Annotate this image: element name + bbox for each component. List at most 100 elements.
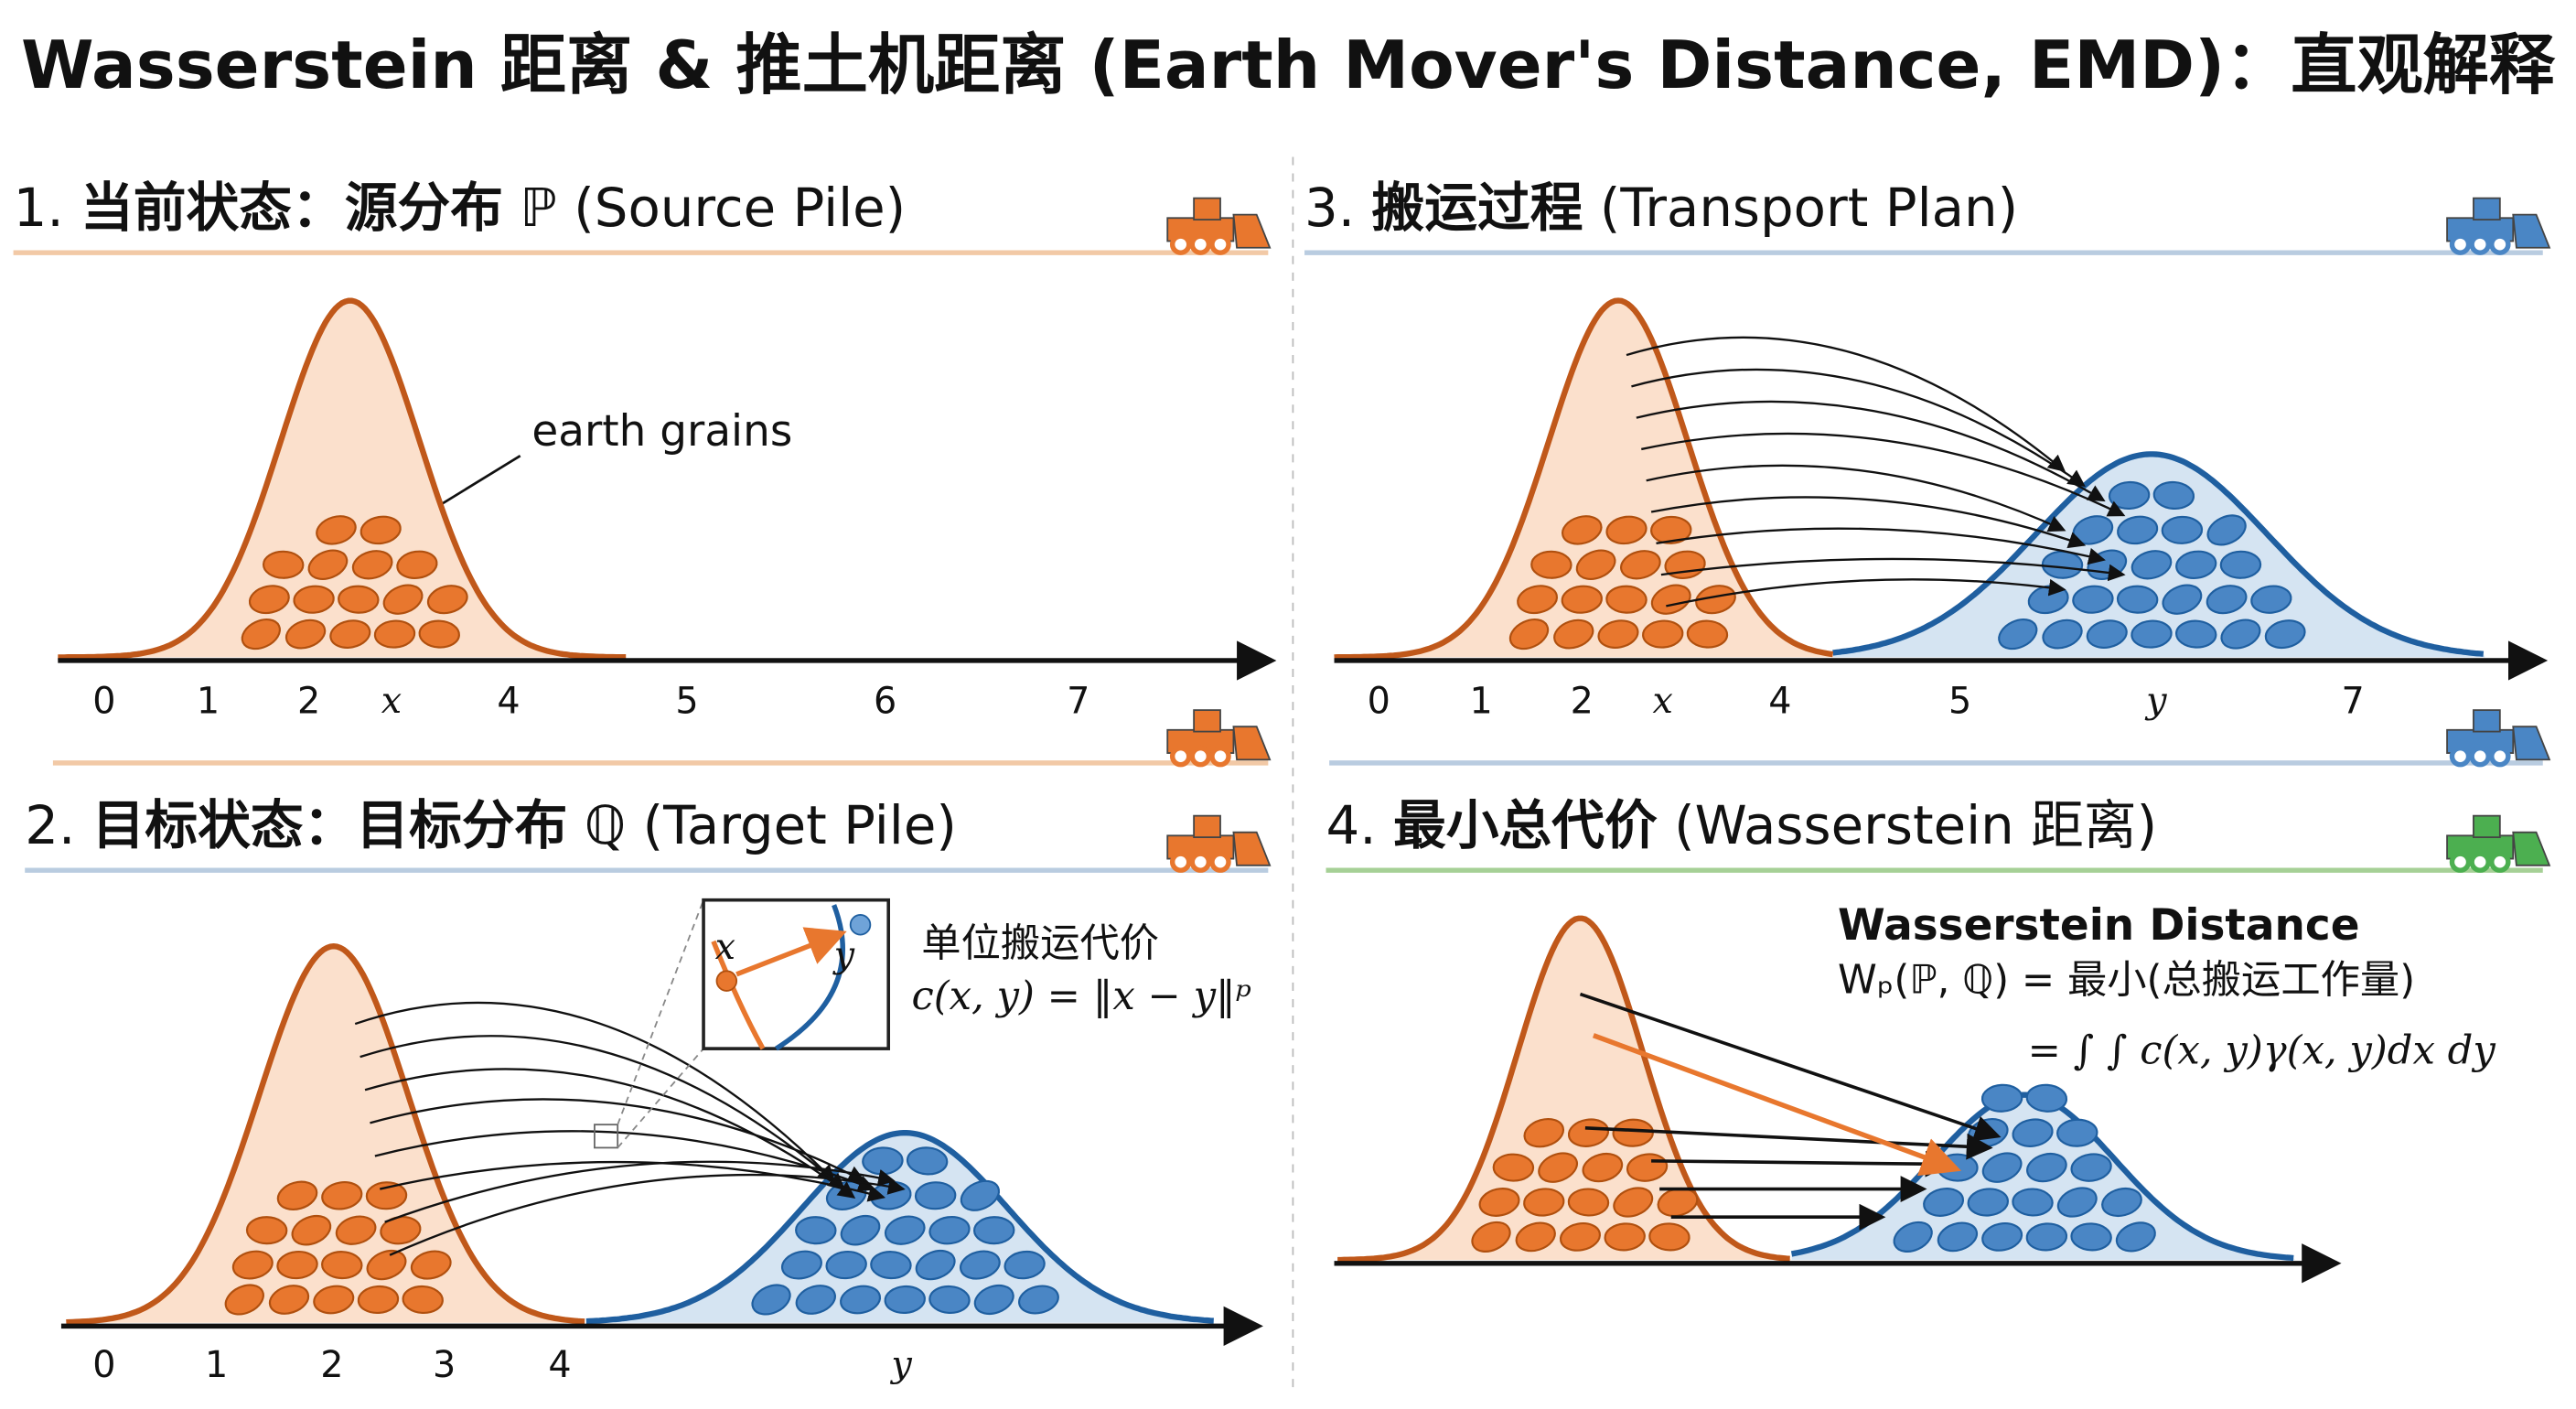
transport-arrow xyxy=(384,1160,896,1223)
grain xyxy=(426,585,468,615)
grain xyxy=(360,515,402,545)
bulldozer-icon xyxy=(1166,709,1272,768)
transport-arrow xyxy=(389,1173,906,1256)
axis-label: y xyxy=(2144,680,2167,722)
icon-part xyxy=(1189,233,1212,255)
grain xyxy=(1538,1152,1578,1183)
grain xyxy=(972,1216,1015,1245)
grain xyxy=(1650,584,1691,615)
grain xyxy=(231,1250,274,1280)
grain xyxy=(2012,1188,2054,1217)
grain xyxy=(2250,585,2292,614)
optimal-arrow xyxy=(1592,1033,1962,1177)
axis-label: 7 xyxy=(1067,680,1089,722)
icon-part xyxy=(1189,745,1212,768)
icon-part xyxy=(1193,197,1221,220)
grain xyxy=(2206,585,2248,615)
grain xyxy=(2174,619,2217,649)
grain xyxy=(1686,619,1729,649)
pile-curve xyxy=(58,297,627,661)
icon-part xyxy=(1193,814,1221,839)
grain xyxy=(2175,550,2217,579)
grain xyxy=(2012,1118,2054,1147)
axis-label: 0 xyxy=(92,680,115,722)
icon-part xyxy=(1169,851,1192,873)
grain xyxy=(1478,1188,1520,1217)
grain xyxy=(382,584,424,615)
grain xyxy=(1980,1083,2023,1113)
grain xyxy=(2116,585,2159,614)
pile-curve xyxy=(66,943,585,1326)
transport-arrow xyxy=(364,1068,856,1199)
grain xyxy=(293,585,335,614)
icon-part xyxy=(1193,709,1221,733)
grain xyxy=(321,1181,363,1210)
grain xyxy=(2219,550,2262,579)
grain xyxy=(1967,1188,2009,1217)
icon-part xyxy=(2489,851,2511,873)
grain xyxy=(284,618,327,650)
grain xyxy=(825,1250,867,1280)
transport-arrow xyxy=(354,1001,836,1183)
icon-part xyxy=(1232,831,1272,866)
grain xyxy=(248,585,290,615)
icon-part xyxy=(1232,726,1272,761)
grain xyxy=(366,1249,407,1281)
icon-part xyxy=(1169,745,1192,768)
icon-part xyxy=(2489,233,2511,255)
grain xyxy=(2070,1153,2112,1182)
panel-heading: 4. 最小总代价 (Wasserstein 距离) xyxy=(1326,794,2158,856)
grain xyxy=(1567,1188,1610,1217)
axis-label: 4 xyxy=(1768,680,1791,722)
grain xyxy=(960,1179,1001,1211)
grain xyxy=(1998,618,2038,651)
cost-title: 单位搬运代价 xyxy=(921,921,1159,967)
icon-part xyxy=(1189,851,1212,873)
icon-part xyxy=(2512,831,2551,866)
grain xyxy=(2070,1222,2112,1252)
grain xyxy=(1597,619,1639,649)
grain xyxy=(2161,515,2204,544)
grain xyxy=(2041,550,2084,579)
transport-arrow xyxy=(374,1130,876,1192)
transport-arrow xyxy=(1641,432,2126,517)
grain xyxy=(1561,585,1603,614)
axis-label: 0 xyxy=(1368,680,1390,722)
grain xyxy=(1620,550,1661,580)
icon-part xyxy=(2473,709,2501,733)
transport-arrow xyxy=(1666,578,2066,608)
title: Wasserstein 距离 & 推土机距离 (Earth Mover's Di… xyxy=(21,27,2556,104)
grain xyxy=(915,1249,956,1281)
grain xyxy=(2101,1187,2142,1218)
grain xyxy=(914,1181,957,1210)
axis-label: 2 xyxy=(297,680,320,722)
icon-part xyxy=(1209,233,1231,255)
grain xyxy=(351,550,393,580)
grain xyxy=(1492,1153,1535,1182)
grain xyxy=(2117,515,2159,545)
grain xyxy=(1582,1152,1624,1183)
grain xyxy=(1695,585,1736,615)
panel-heading: 3. 搬运过程 (Transport Plan) xyxy=(1304,177,2018,239)
pile-curve xyxy=(1334,297,1834,661)
grain xyxy=(959,1250,1001,1280)
transport-arrow xyxy=(1626,336,2066,472)
icon-part xyxy=(2449,233,2472,255)
grain xyxy=(2056,1187,2098,1218)
icon-part xyxy=(2473,814,2501,839)
grain xyxy=(268,1285,310,1315)
annotation: earth grains xyxy=(531,406,792,457)
bulldozer-icon xyxy=(2446,197,2551,255)
panel-heading: 2. 目标状态：目标分布 ℚ (Target Pile) xyxy=(25,794,957,856)
grain xyxy=(1937,1153,1979,1182)
pile-curve xyxy=(1337,915,1790,1264)
grain xyxy=(1605,515,1648,545)
grain xyxy=(1530,550,1572,579)
grain xyxy=(291,1214,332,1246)
grain xyxy=(2131,550,2173,580)
icon-part xyxy=(2469,851,2491,873)
inset-curve xyxy=(711,940,766,1050)
transport-arrow xyxy=(1656,527,2106,565)
icon-part xyxy=(2512,726,2551,761)
